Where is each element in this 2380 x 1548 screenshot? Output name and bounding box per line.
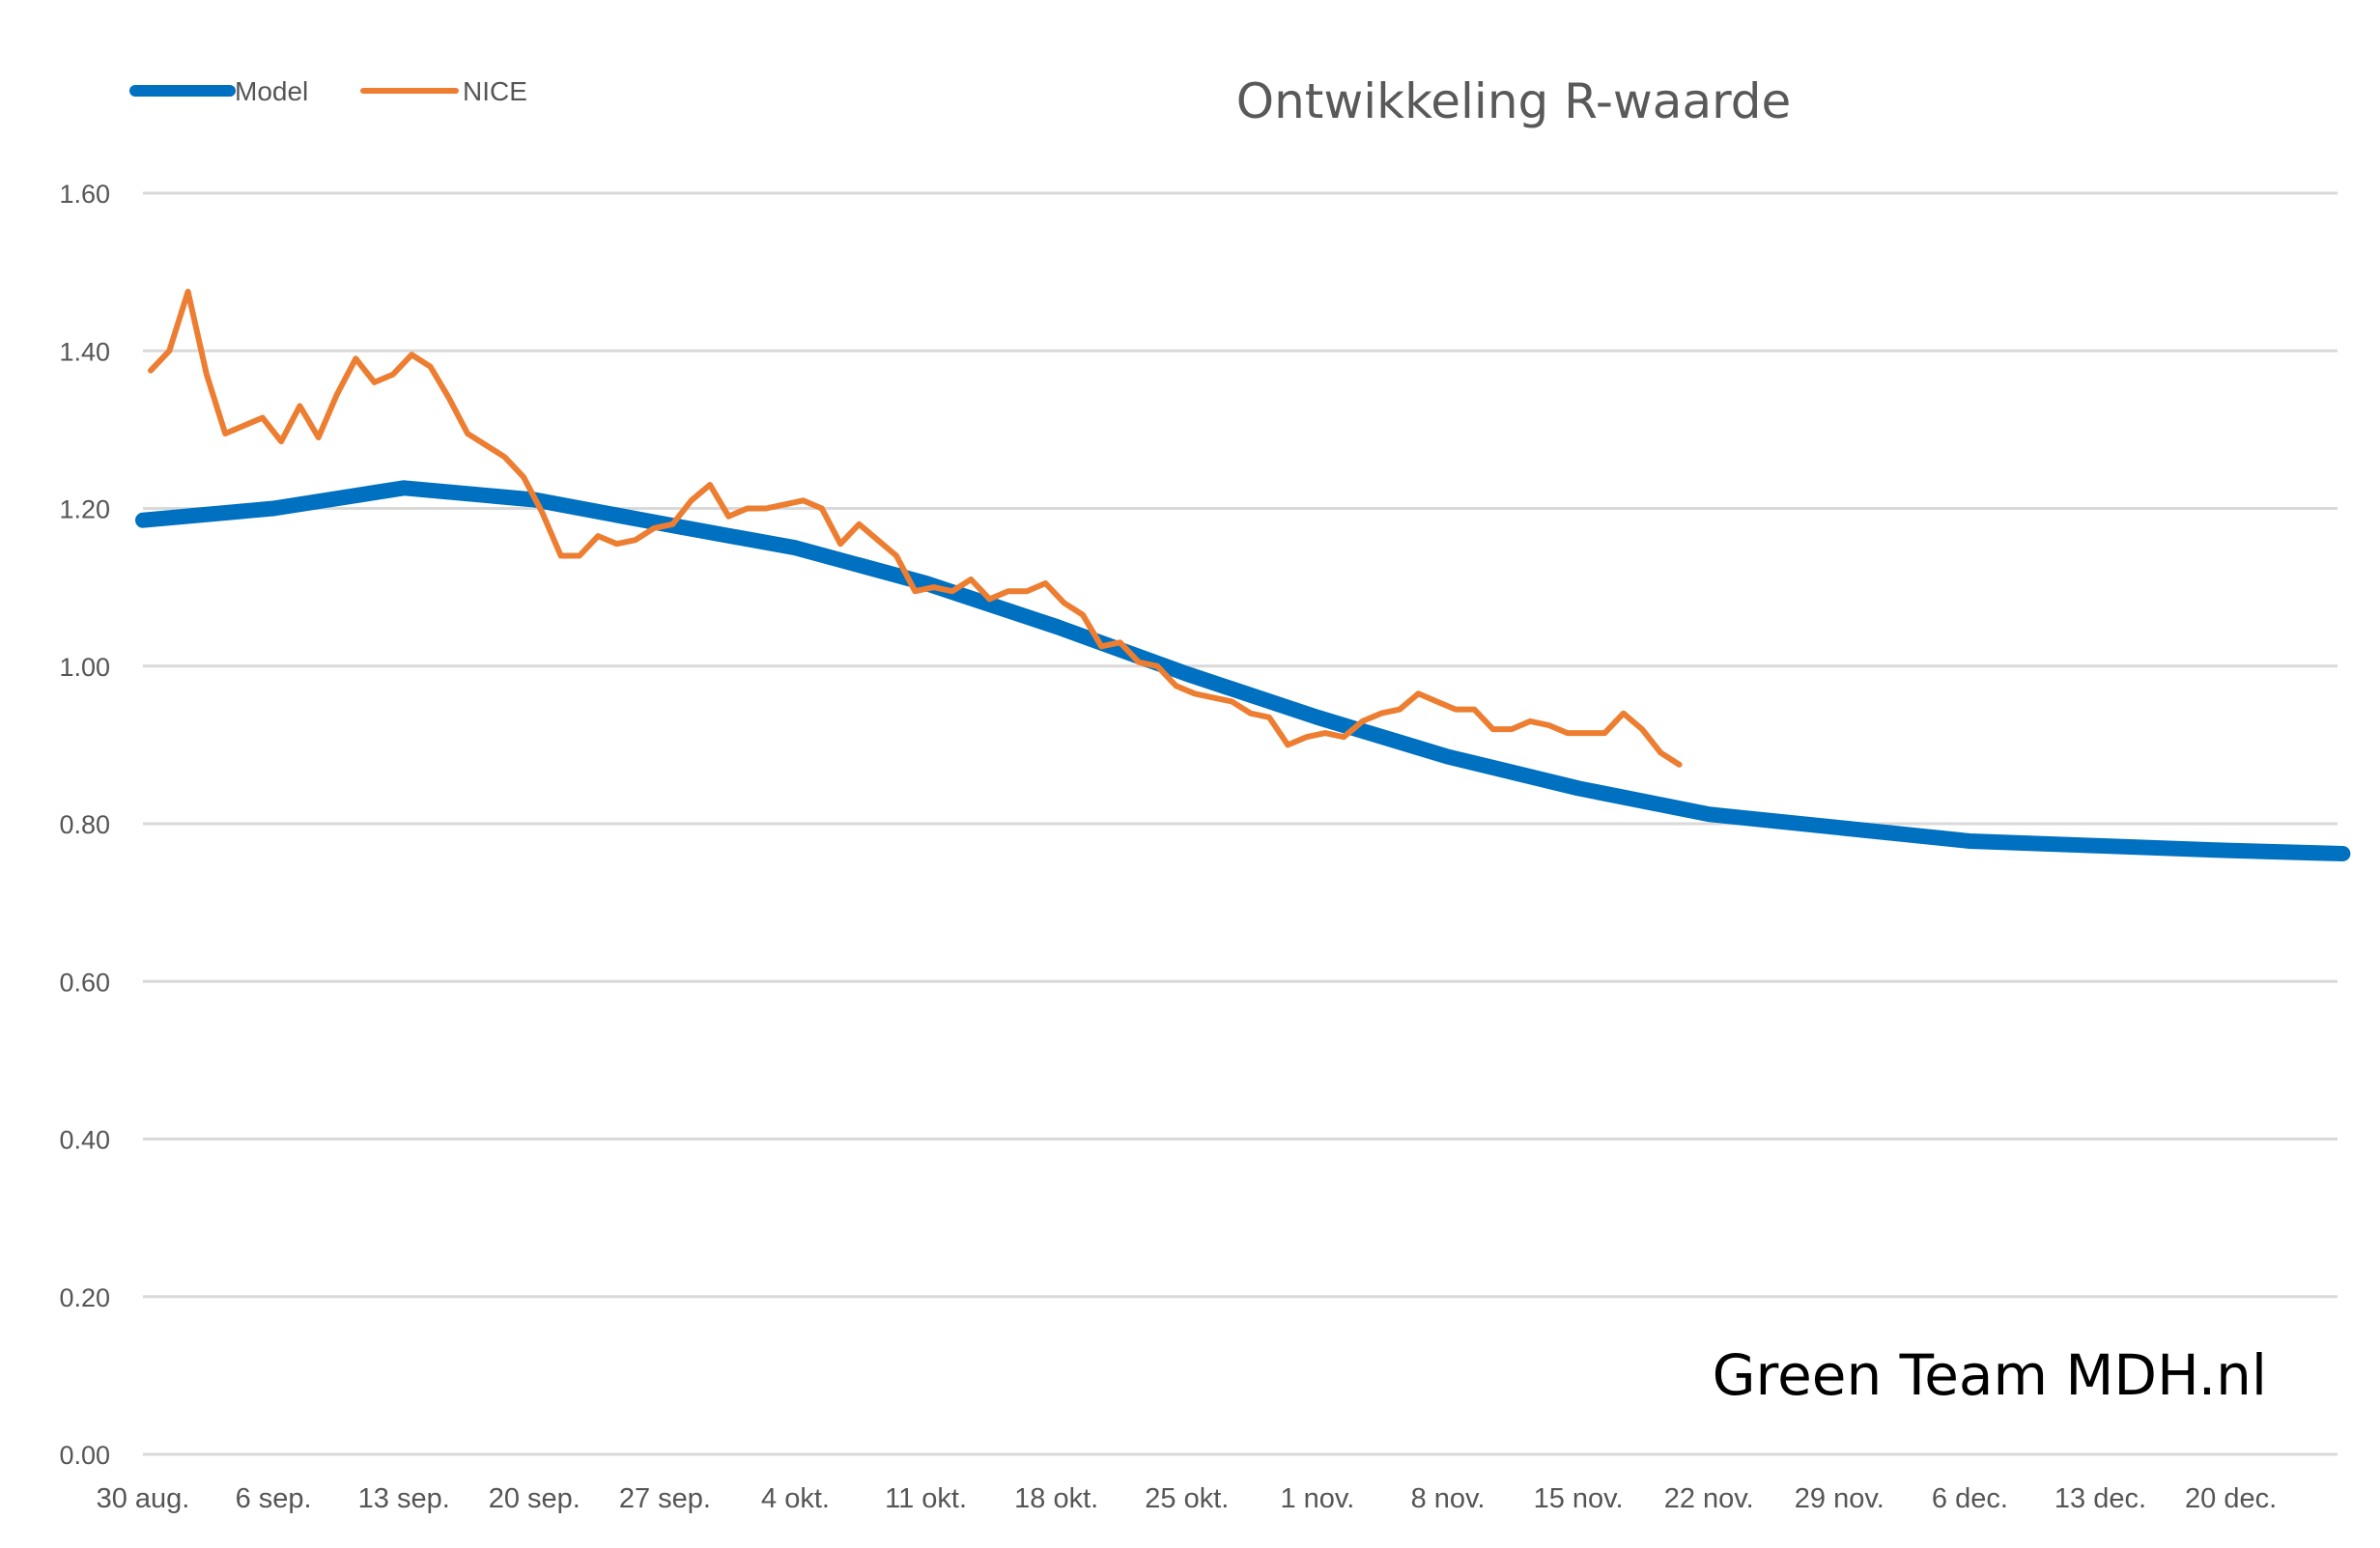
x-tick-label: 6 dec. bbox=[1932, 1483, 2008, 1514]
x-tick-label: 1 nov. bbox=[1280, 1483, 1354, 1514]
y-axis-ticks: 0.00 0.20 0.40 0.60 0.80 1.00 1.20 1.40 1.60 bbox=[59, 180, 110, 1470]
y-tick-label: 0.20 bbox=[59, 1283, 110, 1312]
x-tick-label: 13 dec. bbox=[2054, 1483, 2146, 1514]
x-tick-label: 6 sep. bbox=[236, 1483, 312, 1514]
x-tick-label: 25 okt. bbox=[1145, 1483, 1229, 1514]
x-tick-label: 22 nov. bbox=[1664, 1483, 1754, 1514]
chart-title: Ontwikkeling R-waarde bbox=[1236, 73, 1792, 129]
x-tick-label: 20 dec. bbox=[2185, 1483, 2277, 1514]
legend-label-model: Model bbox=[235, 76, 308, 106]
y-tick-label: 0.00 bbox=[59, 1441, 110, 1470]
y-tick-label: 0.40 bbox=[59, 1126, 110, 1155]
series-line-model bbox=[135, 480, 2351, 861]
x-tick-label: 11 okt. bbox=[885, 1483, 967, 1514]
series-line-nice bbox=[148, 289, 1683, 768]
x-tick-label: 13 sep. bbox=[358, 1483, 450, 1514]
x-axis-ticks: 30 aug. 6 sep. 13 sep. 20 sep. 27 sep. 4 okt.… bbox=[97, 1483, 2278, 1514]
y-tick-label: 1.20 bbox=[59, 495, 110, 524]
x-tick-label: 18 okt. bbox=[1014, 1483, 1098, 1514]
gridlines bbox=[143, 191, 2338, 1456]
x-tick-label: 27 sep. bbox=[619, 1483, 711, 1514]
y-tick-label: 1.40 bbox=[59, 337, 110, 366]
x-tick-label: 30 aug. bbox=[97, 1483, 190, 1514]
x-tick-label: 20 sep. bbox=[489, 1483, 581, 1514]
x-tick-label: 29 nov. bbox=[1795, 1483, 1884, 1514]
legend: Model NICE bbox=[129, 76, 527, 106]
x-tick-label: 8 nov. bbox=[1411, 1483, 1486, 1514]
y-tick-label: 1.00 bbox=[59, 653, 110, 682]
y-tick-label: 0.80 bbox=[59, 810, 110, 839]
x-tick-label: 4 okt. bbox=[761, 1483, 830, 1514]
y-tick-label: 1.60 bbox=[59, 180, 110, 209]
legend-label-nice: NICE bbox=[463, 76, 527, 106]
x-tick-label: 15 nov. bbox=[1534, 1483, 1624, 1514]
watermark-text: Green Team MDH.nl bbox=[1713, 1342, 2267, 1408]
y-tick-label: 0.60 bbox=[59, 968, 110, 997]
